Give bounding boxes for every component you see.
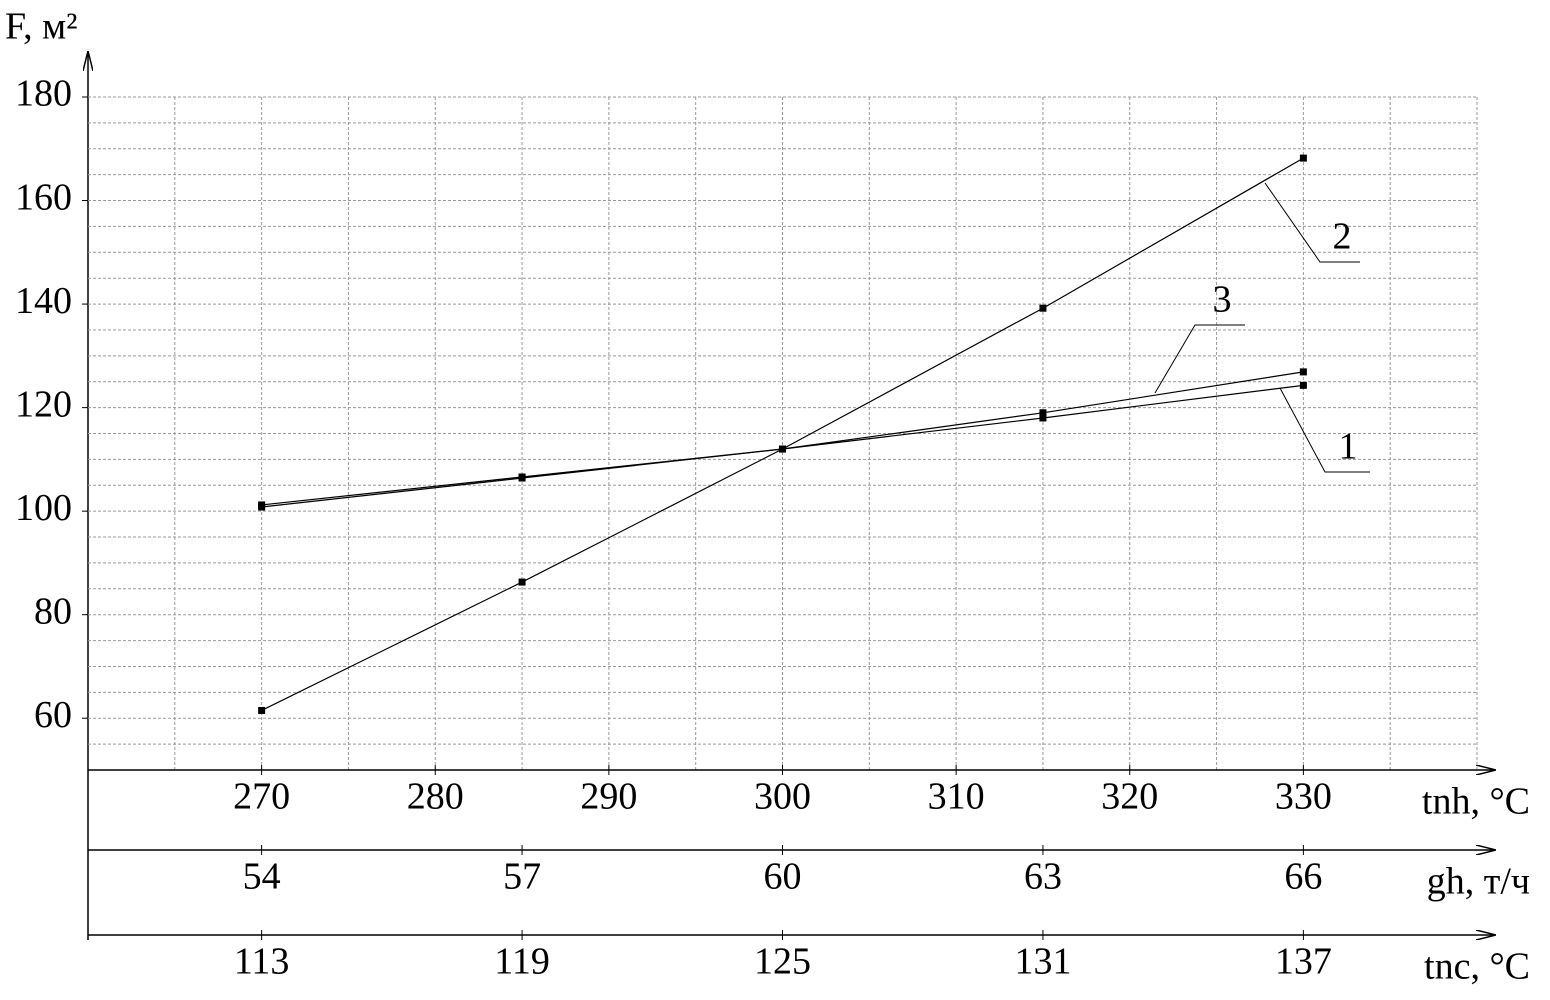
x-tick-label: 119 bbox=[494, 941, 550, 983]
point bbox=[779, 445, 786, 453]
series-label: 3 bbox=[1213, 279, 1232, 321]
x-tick-label: 60 bbox=[764, 856, 802, 898]
y-tick-label: 60 bbox=[34, 694, 72, 736]
series-label: 2 bbox=[1333, 216, 1352, 258]
point bbox=[258, 706, 266, 714]
x-tick-label: 54 bbox=[243, 856, 281, 898]
point bbox=[1299, 381, 1307, 389]
point bbox=[518, 578, 526, 586]
x-axis-label: tnc, °C bbox=[1424, 946, 1530, 988]
point bbox=[1039, 304, 1047, 312]
x-tick-label: 63 bbox=[1024, 856, 1062, 898]
y-axis-label: F, м² bbox=[5, 6, 78, 48]
x-tick-label: 57 bbox=[503, 856, 541, 898]
y-tick-label: 160 bbox=[15, 176, 72, 218]
x-tick-label: 290 bbox=[580, 776, 637, 818]
x-tick-label: 131 bbox=[1014, 941, 1071, 983]
x-tick-label: 330 bbox=[1275, 776, 1332, 818]
point bbox=[1039, 409, 1047, 417]
x-tick-label: 125 bbox=[754, 941, 811, 983]
leader-line bbox=[1264, 182, 1360, 263]
leader-line bbox=[1279, 387, 1370, 473]
x-tick-label: 113 bbox=[234, 941, 290, 983]
x-tick-label: 270 bbox=[233, 776, 290, 818]
x-axis-label: tnh, °C bbox=[1422, 781, 1530, 823]
y-tick-label: 120 bbox=[15, 383, 72, 425]
y-tick-label: 140 bbox=[15, 280, 72, 322]
point bbox=[258, 501, 266, 509]
x-tick-label: 310 bbox=[928, 776, 985, 818]
point bbox=[1299, 154, 1307, 162]
x-tick-label: 320 bbox=[1101, 776, 1158, 818]
x-axis-label: gh, т/ч bbox=[1427, 861, 1530, 903]
leader-line bbox=[1154, 324, 1245, 394]
series-label: 1 bbox=[1339, 426, 1358, 468]
point bbox=[1039, 414, 1047, 422]
point bbox=[1299, 368, 1307, 376]
x-tick-label: 137 bbox=[1275, 941, 1332, 983]
y-tick-label: 180 bbox=[15, 73, 72, 115]
x-tick-label: 300 bbox=[754, 776, 811, 818]
x-tick-label: 66 bbox=[1284, 856, 1322, 898]
y-tick-label: 100 bbox=[15, 487, 72, 529]
point bbox=[518, 473, 526, 481]
y-tick-label: 80 bbox=[34, 590, 72, 632]
x-tick-label: 280 bbox=[407, 776, 464, 818]
